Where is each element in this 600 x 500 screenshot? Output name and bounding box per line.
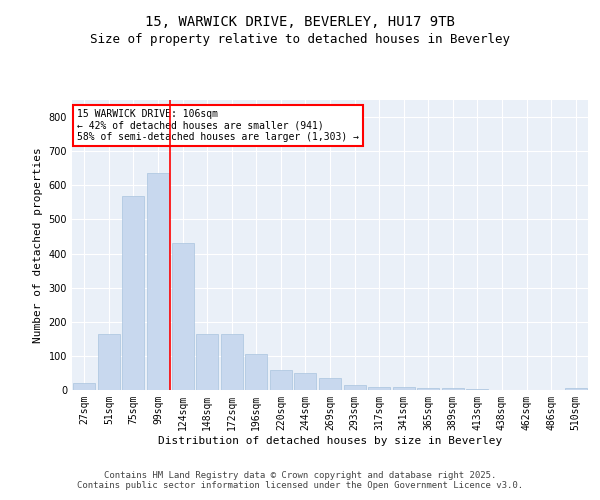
Bar — [245, 354, 268, 390]
Bar — [392, 388, 415, 390]
Bar — [98, 334, 120, 390]
Bar — [172, 244, 194, 390]
Bar — [466, 389, 488, 390]
Bar — [368, 386, 390, 390]
Bar — [122, 196, 145, 390]
Bar — [344, 385, 365, 390]
Bar — [147, 174, 169, 390]
Bar — [417, 388, 439, 390]
Bar — [221, 334, 243, 390]
Text: Contains HM Land Registry data © Crown copyright and database right 2025.
Contai: Contains HM Land Registry data © Crown c… — [77, 470, 523, 490]
Bar — [270, 370, 292, 390]
Bar — [442, 388, 464, 390]
Bar — [565, 388, 587, 390]
Y-axis label: Number of detached properties: Number of detached properties — [33, 147, 43, 343]
Bar — [319, 378, 341, 390]
Bar — [295, 373, 316, 390]
Bar — [196, 334, 218, 390]
Text: Size of property relative to detached houses in Beverley: Size of property relative to detached ho… — [90, 32, 510, 46]
Bar — [73, 383, 95, 390]
Text: 15 WARWICK DRIVE: 106sqm
← 42% of detached houses are smaller (941)
58% of semi-: 15 WARWICK DRIVE: 106sqm ← 42% of detach… — [77, 108, 359, 142]
X-axis label: Distribution of detached houses by size in Beverley: Distribution of detached houses by size … — [158, 436, 502, 446]
Text: 15, WARWICK DRIVE, BEVERLEY, HU17 9TB: 15, WARWICK DRIVE, BEVERLEY, HU17 9TB — [145, 15, 455, 29]
